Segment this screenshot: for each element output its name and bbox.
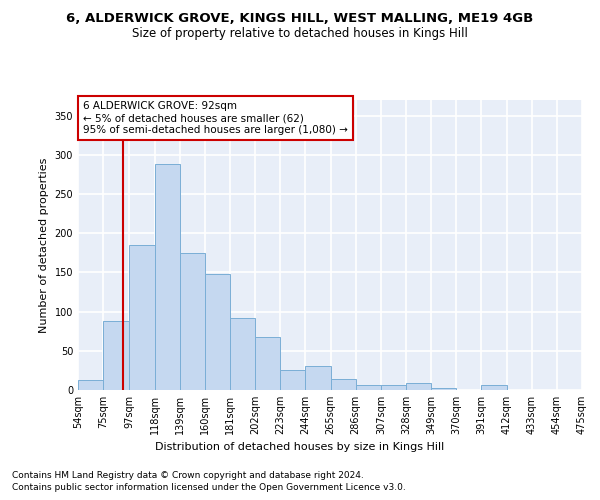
Bar — [230, 318, 255, 390]
Bar — [406, 383, 431, 390]
Bar — [431, 388, 456, 390]
Text: 6 ALDERWICK GROVE: 92sqm
← 5% of detached houses are smaller (62)
95% of semi-de: 6 ALDERWICK GROVE: 92sqm ← 5% of detache… — [83, 102, 348, 134]
Bar — [103, 321, 130, 390]
Text: Contains public sector information licensed under the Open Government Licence v3: Contains public sector information licen… — [12, 484, 406, 492]
Text: Distribution of detached houses by size in Kings Hill: Distribution of detached houses by size … — [155, 442, 445, 452]
Bar — [205, 274, 230, 390]
Bar — [280, 370, 305, 390]
Bar — [255, 336, 280, 390]
Text: Contains HM Land Registry data © Crown copyright and database right 2024.: Contains HM Land Registry data © Crown c… — [12, 471, 364, 480]
Bar — [180, 253, 205, 390]
Bar — [305, 366, 331, 390]
Bar — [381, 384, 406, 390]
Bar — [356, 386, 381, 390]
Bar — [130, 245, 155, 390]
Bar — [78, 380, 103, 390]
Y-axis label: Number of detached properties: Number of detached properties — [39, 158, 49, 332]
Bar — [481, 386, 506, 390]
Text: 6, ALDERWICK GROVE, KINGS HILL, WEST MALLING, ME19 4GB: 6, ALDERWICK GROVE, KINGS HILL, WEST MAL… — [67, 12, 533, 26]
Bar — [331, 379, 356, 390]
Bar — [155, 164, 180, 390]
Text: Size of property relative to detached houses in Kings Hill: Size of property relative to detached ho… — [132, 28, 468, 40]
